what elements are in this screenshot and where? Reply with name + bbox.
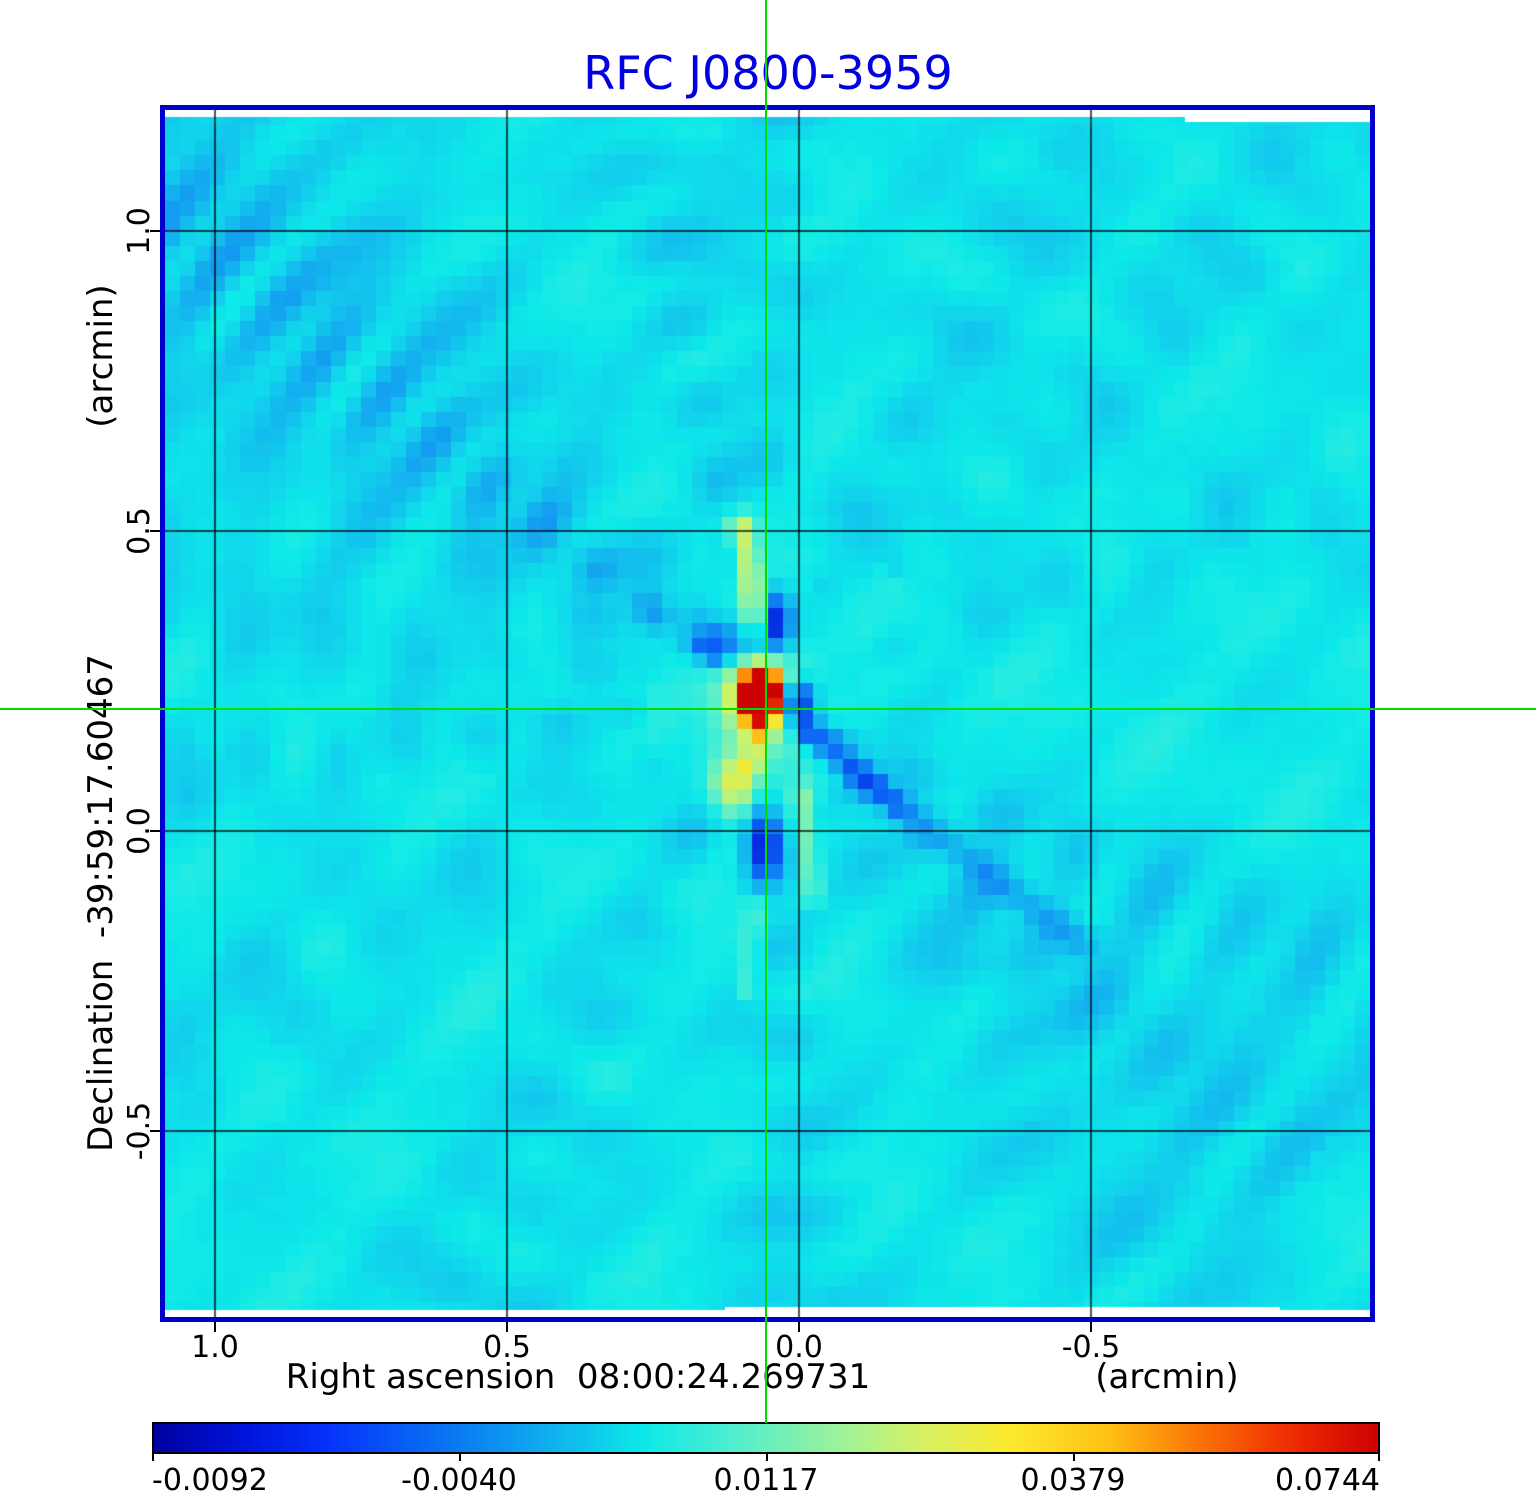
x-tick-label: 0.0 — [775, 1330, 823, 1365]
x-tick-label: 1.0 — [191, 1330, 239, 1365]
y-tick-mark — [150, 530, 160, 532]
y-tick-mark — [150, 1130, 160, 1132]
y-axis-unit-label: (arcmin) — [81, 284, 121, 428]
colorbar-tick-label: 0.0117 — [713, 1463, 819, 1498]
colorbar-tick-mark — [152, 1454, 154, 1461]
x-axis-unit-label: (arcmin) — [1095, 1357, 1239, 1397]
colorbar-tick-mark — [766, 1454, 768, 1461]
colorbar-tick-label: -0.0040 — [401, 1463, 517, 1498]
colorbar-tick-mark — [1378, 1454, 1380, 1461]
x-axis-label: Right ascension 08:00:24.269731 — [285, 1357, 871, 1397]
x-tick-mark — [214, 1322, 216, 1332]
colorbar-tick-label: 0.0744 — [1275, 1463, 1380, 1498]
colorbar-tick-mark — [459, 1454, 461, 1461]
crosshair-vertical-line — [765, 0, 767, 1423]
figure-title: RFC J0800-3959 — [583, 46, 953, 100]
x-tick-mark — [798, 1322, 800, 1332]
y-tick-mark — [150, 830, 160, 832]
colorbar — [152, 1422, 1380, 1454]
x-tick-label: 0.5 — [483, 1330, 531, 1365]
crosshair-horizontal-line — [0, 708, 1536, 710]
x-tick-mark — [1090, 1322, 1092, 1332]
colorbar-tick-label: -0.0092 — [152, 1463, 268, 1498]
colorbar-tick-mark — [1073, 1454, 1075, 1461]
x-tick-mark — [506, 1322, 508, 1332]
y-axis-label: Declination -39:59:17.60467 — [81, 654, 121, 1152]
colorbar-tick-label: 0.0379 — [1020, 1463, 1126, 1498]
intensity-map-canvas — [165, 110, 1370, 1317]
y-tick-mark — [150, 230, 160, 232]
x-tick-label: -0.5 — [1061, 1330, 1121, 1365]
map-frame — [160, 105, 1375, 1322]
